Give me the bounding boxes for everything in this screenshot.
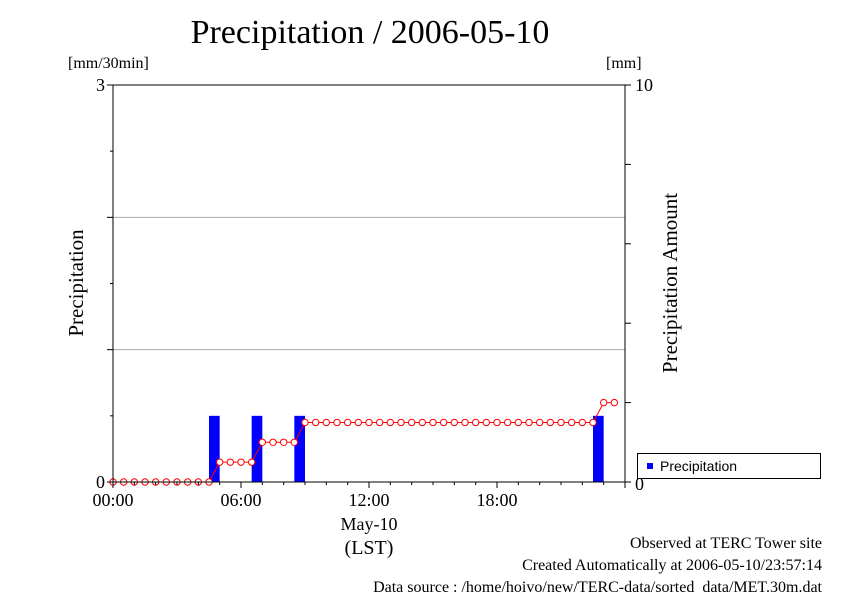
chart-title: Precipitation / 2006-05-10 xyxy=(190,14,550,51)
footer-observed-site: Observed at TERC Tower site xyxy=(629,535,822,552)
footer-created-timestamp: Created Automatically at 2006-05-10/23:5… xyxy=(522,557,822,574)
accumulation-point xyxy=(333,418,341,427)
accumulation-point xyxy=(215,458,224,466)
accumulation-point xyxy=(514,418,523,427)
x-tick-label: 12:00 xyxy=(348,490,389,510)
accumulation-line xyxy=(113,402,615,483)
right-tick-label: 0 xyxy=(635,474,644,494)
accumulation-point xyxy=(503,418,512,427)
accumulation-point xyxy=(354,418,363,427)
footer-data-source: Data source : /home/hoivo/new/TERC-data/… xyxy=(373,579,822,596)
right-axis-unit: [mm] xyxy=(606,55,642,72)
accumulation-point xyxy=(365,418,373,427)
legend-swatch-precipitation xyxy=(647,463,653,469)
accumulation-point xyxy=(599,398,608,407)
precipitation-bar xyxy=(593,415,604,482)
accumulation-point xyxy=(557,418,565,427)
accumulation-point xyxy=(279,438,288,446)
accumulation-point xyxy=(578,418,587,427)
accumulation-point xyxy=(322,418,331,427)
x-tick-label: 00:00 xyxy=(92,490,133,510)
x-date-label: May-10 xyxy=(341,514,398,534)
precipitation-bar xyxy=(294,415,305,482)
accumulation-point xyxy=(450,418,459,427)
accumulation-point xyxy=(258,438,267,446)
accumulation-point xyxy=(386,418,395,427)
accumulation-point xyxy=(493,418,501,427)
accumulation-point xyxy=(461,418,469,427)
precipitation-bar xyxy=(251,415,263,482)
x-tick-label: 18:00 xyxy=(476,490,517,510)
accumulation-point xyxy=(482,418,491,427)
precipitation-bar xyxy=(209,415,220,482)
left-tick-label: 0 xyxy=(96,472,105,492)
accumulation-point xyxy=(471,418,480,427)
accumulation-point xyxy=(429,418,437,427)
accumulation-point xyxy=(269,438,277,446)
x-timezone-label: (LST) xyxy=(345,537,394,559)
accumulation-point xyxy=(343,418,352,427)
right-axis-title: Precipitation Amount xyxy=(658,193,682,373)
accumulation-point xyxy=(589,418,597,427)
accumulation-point xyxy=(301,418,309,427)
accumulation-point xyxy=(567,418,576,427)
accumulation-point xyxy=(610,398,619,407)
accumulation-point xyxy=(375,418,384,427)
accumulation-point xyxy=(226,458,235,466)
accumulation-point xyxy=(535,418,544,427)
x-tick-label: 06:00 xyxy=(220,490,261,510)
right-tick-label: 10 xyxy=(635,75,653,95)
legend: Precipitation xyxy=(637,453,821,479)
accumulation-point xyxy=(439,418,448,427)
accumulation-point xyxy=(525,418,533,427)
left-tick-label: 3 xyxy=(96,75,105,95)
left-axis-title: Precipitation xyxy=(64,229,88,337)
accumulation-point xyxy=(311,418,320,427)
accumulation-point xyxy=(290,438,299,446)
legend-label-precipitation: Precipitation xyxy=(660,458,738,474)
accumulation-point xyxy=(397,418,405,427)
accumulation-point xyxy=(407,418,416,427)
accumulation-point xyxy=(418,418,427,427)
accumulation-point xyxy=(546,418,555,427)
accumulation-point xyxy=(247,458,256,466)
accumulation-point xyxy=(237,458,245,466)
left-axis-unit: [mm/30min] xyxy=(68,55,149,72)
